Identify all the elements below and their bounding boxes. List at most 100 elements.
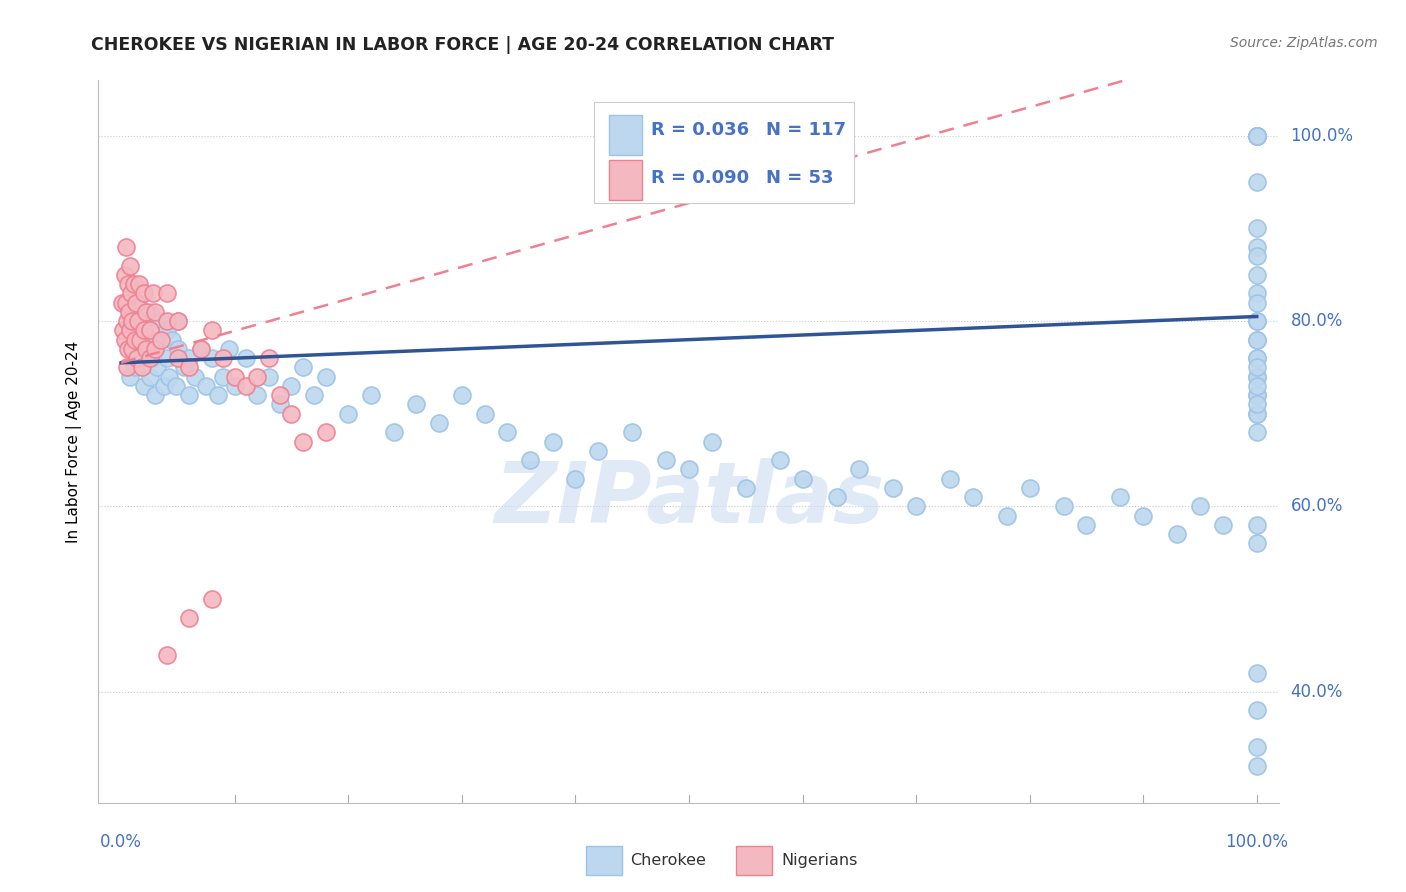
Point (155, 314, 177, 328)
Point (131, 314, 153, 328)
Point (121, 314, 143, 328)
Point (905, 500, 928, 514)
Point (280, 407, 302, 421)
Point (124, 323, 146, 337)
Point (118, 305, 141, 319)
Point (224, 369, 246, 384)
Point (143, 342, 166, 356)
Point (1246, 268, 1268, 282)
Point (132, 379, 155, 393)
Point (246, 369, 269, 384)
Point (1246, 351, 1268, 366)
Point (128, 277, 150, 291)
Point (155, 351, 177, 366)
Text: 100.0%: 100.0% (1225, 833, 1288, 851)
Text: 60.0%: 60.0% (1291, 498, 1343, 516)
Point (1246, 333, 1268, 347)
Point (541, 434, 564, 449)
Point (121, 342, 143, 356)
Point (1109, 490, 1132, 504)
Point (212, 369, 235, 384)
Point (496, 425, 519, 440)
Point (120, 323, 142, 337)
Point (302, 388, 325, 402)
Point (1132, 508, 1154, 523)
Point (962, 490, 984, 504)
FancyBboxPatch shape (609, 115, 641, 154)
Point (190, 342, 212, 356)
Point (1053, 500, 1076, 514)
Point (1212, 517, 1234, 532)
Point (246, 388, 269, 402)
Point (315, 425, 337, 440)
Point (769, 453, 792, 467)
Point (127, 314, 149, 328)
Point (212, 351, 235, 366)
Point (337, 407, 360, 421)
Point (120, 286, 142, 301)
Text: N = 117: N = 117 (766, 121, 845, 139)
Point (882, 481, 904, 495)
Point (114, 295, 136, 310)
FancyBboxPatch shape (609, 161, 641, 200)
Point (207, 388, 229, 402)
Point (162, 333, 183, 347)
Point (269, 388, 291, 402)
Point (121, 342, 143, 356)
Point (235, 379, 257, 393)
Point (1246, 740, 1268, 755)
Point (127, 351, 149, 366)
Text: Nigerians: Nigerians (782, 853, 858, 868)
Point (179, 610, 201, 624)
Point (1246, 128, 1268, 143)
Point (235, 351, 257, 366)
Point (655, 453, 678, 467)
Point (127, 295, 149, 310)
Text: 100.0%: 100.0% (1291, 127, 1354, 145)
Text: N = 53: N = 53 (766, 169, 834, 186)
Point (201, 323, 224, 337)
Point (1246, 369, 1268, 384)
Point (121, 314, 143, 328)
Point (195, 379, 218, 393)
Point (112, 323, 135, 337)
Point (1246, 388, 1268, 402)
Point (1246, 703, 1268, 717)
Text: 0.0%: 0.0% (100, 833, 142, 851)
Point (792, 472, 814, 486)
Point (114, 240, 136, 254)
Point (201, 592, 224, 607)
Point (1246, 407, 1268, 421)
Point (115, 314, 138, 328)
FancyBboxPatch shape (586, 847, 621, 875)
Point (1246, 175, 1268, 189)
Point (179, 351, 201, 366)
Point (135, 305, 157, 319)
Text: R = 0.036: R = 0.036 (651, 121, 749, 139)
Point (146, 360, 169, 375)
Point (586, 443, 609, 458)
Point (382, 425, 405, 440)
Text: R = 0.090: R = 0.090 (651, 169, 749, 186)
Point (149, 333, 172, 347)
Point (167, 342, 190, 356)
Point (184, 369, 207, 384)
Point (1246, 128, 1268, 143)
Point (1246, 240, 1268, 254)
Point (280, 379, 302, 393)
Point (825, 490, 848, 504)
Point (120, 259, 142, 273)
Point (1246, 314, 1268, 328)
Point (474, 407, 496, 421)
Point (120, 369, 142, 384)
Point (142, 351, 165, 366)
Point (142, 286, 165, 301)
Point (621, 425, 644, 440)
Point (1076, 517, 1098, 532)
Point (1246, 295, 1268, 310)
Point (143, 388, 166, 402)
Point (1246, 128, 1268, 143)
Point (269, 397, 291, 411)
FancyBboxPatch shape (595, 102, 855, 203)
Point (129, 333, 152, 347)
